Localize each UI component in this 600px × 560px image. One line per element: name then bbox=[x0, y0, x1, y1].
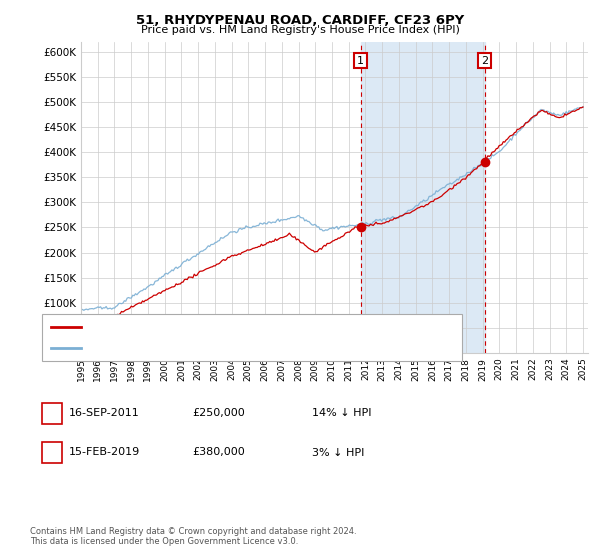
Text: 15-FEB-2019: 15-FEB-2019 bbox=[69, 447, 140, 458]
Text: 1: 1 bbox=[49, 408, 55, 418]
Text: Price paid vs. HM Land Registry's House Price Index (HPI): Price paid vs. HM Land Registry's House … bbox=[140, 25, 460, 35]
Text: £380,000: £380,000 bbox=[192, 447, 245, 458]
Text: £250,000: £250,000 bbox=[192, 408, 245, 418]
Bar bbox=[361, 42, 485, 353]
Text: 14% ↓ HPI: 14% ↓ HPI bbox=[312, 408, 371, 418]
Text: 2: 2 bbox=[481, 55, 488, 66]
Text: 2: 2 bbox=[49, 447, 55, 458]
Text: 51, RHYDYPENAU ROAD, CARDIFF, CF23 6PY: 51, RHYDYPENAU ROAD, CARDIFF, CF23 6PY bbox=[136, 14, 464, 27]
Text: 51, RHYDYPENAU ROAD, CARDIFF, CF23 6PY (detached house): 51, RHYDYPENAU ROAD, CARDIFF, CF23 6PY (… bbox=[87, 322, 393, 332]
Text: 16-SEP-2011: 16-SEP-2011 bbox=[69, 408, 140, 418]
Text: HPI: Average price, detached house, Cardiff: HPI: Average price, detached house, Card… bbox=[87, 343, 300, 353]
Text: Contains HM Land Registry data © Crown copyright and database right 2024.
This d: Contains HM Land Registry data © Crown c… bbox=[30, 526, 356, 546]
Text: 1: 1 bbox=[357, 55, 364, 66]
Text: 3% ↓ HPI: 3% ↓ HPI bbox=[312, 447, 364, 458]
